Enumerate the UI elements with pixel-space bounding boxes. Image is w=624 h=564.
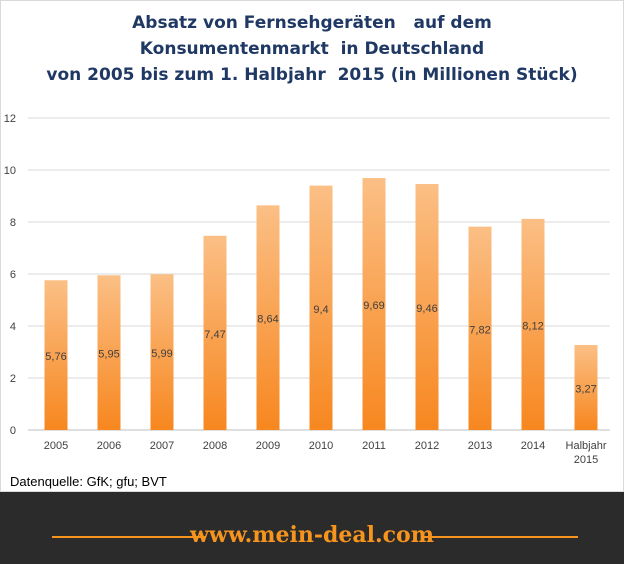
y-tick-label: 4 bbox=[10, 321, 16, 333]
y-tick-label: 6 bbox=[10, 269, 16, 281]
y-tick-label: 2 bbox=[10, 373, 16, 385]
footer-banner: www.mein-deal.com bbox=[0, 492, 624, 564]
x-tick-label: 2015 bbox=[574, 454, 598, 466]
data-label: 9,69 bbox=[363, 300, 384, 312]
data-label: 8,12 bbox=[522, 320, 543, 332]
bar bbox=[256, 205, 280, 430]
bar-chart: 5,76 5,95 5,99 7,47 8,64 9,4 9,69 9,46 7,82 8,12 3… bbox=[4, 113, 610, 466]
bar bbox=[203, 235, 227, 430]
bar bbox=[468, 226, 492, 430]
data-label: 5,76 bbox=[45, 351, 66, 363]
bar bbox=[574, 344, 598, 430]
data-label: 5,95 bbox=[98, 349, 119, 361]
data-source: Datenquelle: GfK; gfu; BVT bbox=[10, 474, 167, 489]
footer-url[interactable]: www.mein-deal.com bbox=[189, 522, 435, 548]
data-label: 3,27 bbox=[575, 383, 596, 395]
y-tick-label: 8 bbox=[10, 217, 16, 229]
y-tick-label: 12 bbox=[4, 113, 16, 125]
footer-line-left bbox=[52, 536, 206, 538]
y-tick-label: 0 bbox=[10, 425, 16, 437]
title-line-1: Absatz von Fernsehgeräten auf dem bbox=[132, 13, 492, 33]
chart-title: Absatz von Fernsehgeräten auf dem Konsum… bbox=[0, 10, 624, 88]
footer-line-right bbox=[424, 536, 578, 538]
title-line-3: von 2005 bis zum 1. Halbjahr 2015 (in Mi… bbox=[46, 65, 578, 85]
x-tick-label: 2010 bbox=[309, 440, 333, 452]
data-label: 9,46 bbox=[416, 303, 437, 315]
x-tick-label: 2014 bbox=[521, 440, 545, 452]
x-tick-label: 2005 bbox=[44, 440, 68, 452]
x-tick-label: 2008 bbox=[203, 440, 227, 452]
title-line-2: Konsumentenmarkt in Deutschland bbox=[139, 39, 485, 59]
data-label: 7,82 bbox=[469, 324, 490, 336]
bar bbox=[150, 274, 174, 430]
x-tick-label: 2009 bbox=[256, 440, 280, 452]
x-tick-label: 2011 bbox=[362, 440, 386, 452]
bar bbox=[521, 218, 545, 430]
data-label: 7,47 bbox=[204, 329, 225, 341]
x-tick-label: Halbjahr bbox=[566, 440, 607, 452]
data-label: 8,64 bbox=[257, 314, 278, 326]
bar bbox=[44, 280, 68, 430]
bar bbox=[309, 185, 333, 430]
x-tick-label: 2007 bbox=[150, 440, 174, 452]
x-tick-label: 2012 bbox=[415, 440, 439, 452]
y-tick-label: 10 bbox=[4, 165, 16, 177]
bar bbox=[362, 178, 386, 430]
bar bbox=[415, 184, 439, 430]
x-tick-label: 2013 bbox=[468, 440, 492, 452]
x-tick-label: 2006 bbox=[97, 440, 121, 452]
data-label: 5,99 bbox=[151, 348, 172, 360]
bar bbox=[97, 275, 121, 430]
data-label: 9,4 bbox=[313, 304, 328, 316]
